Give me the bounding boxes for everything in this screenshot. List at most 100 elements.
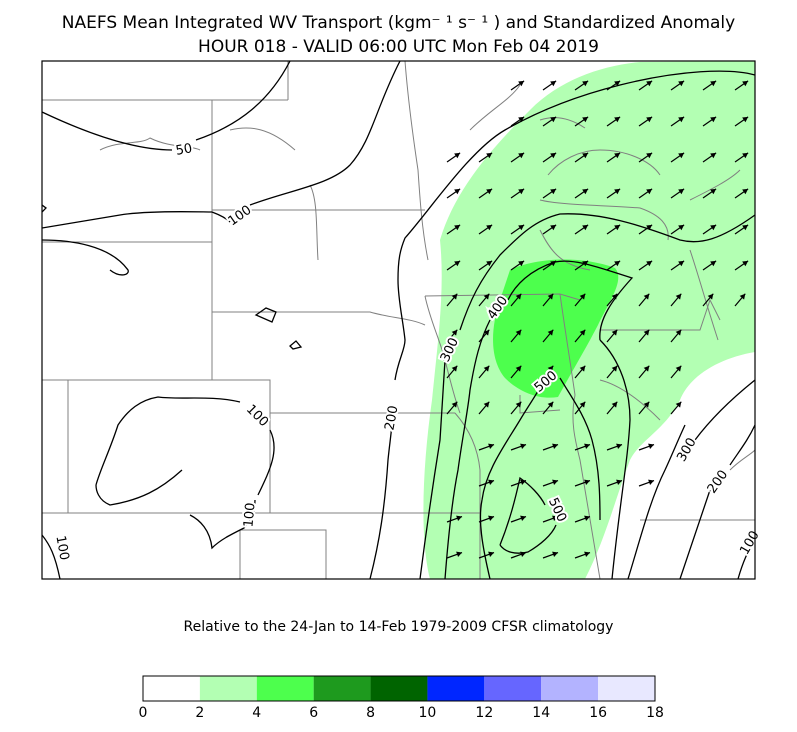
transport-arrow (574, 224, 589, 235)
transport-arrow (606, 80, 621, 91)
contour-label-halo: 50 (175, 141, 194, 159)
transport-arrow (446, 551, 463, 559)
colorbar-segment (484, 676, 542, 701)
colorbar-tick-label: 0 (138, 705, 148, 721)
transport-arrow (446, 401, 458, 415)
transport-arrow (702, 224, 717, 235)
transport-arrow (670, 188, 685, 199)
transport-arrow (510, 152, 525, 163)
colorbar-tick-label: 8 (366, 705, 376, 721)
transport-arrow (542, 443, 559, 451)
transport-arrow (702, 116, 717, 127)
transport-arrow (446, 329, 458, 343)
climatology-note: Relative to the 24-Jan to 14-Feb 1979-20… (183, 619, 614, 635)
transport-arrow (542, 188, 557, 199)
transport-arrow (638, 443, 655, 451)
transport-arrow (510, 116, 525, 127)
transport-arrow (478, 293, 490, 307)
transport-arrow (638, 188, 653, 199)
contour-100-south (95, 396, 275, 506)
transport-arrow (574, 329, 586, 343)
transport-arrow (510, 551, 527, 559)
transport-arrow (638, 224, 653, 235)
transport-arrow (670, 116, 685, 127)
transport-arrow (638, 365, 650, 379)
transport-arrow (446, 515, 463, 523)
contour-label: 100 (243, 402, 271, 430)
ivt-contours (42, 61, 755, 579)
transport-arrow (638, 329, 650, 343)
contour-200-right (679, 424, 755, 579)
colorbar-segment (143, 676, 200, 701)
transport-arrow (638, 80, 653, 91)
colorbar-tick-label: 4 (252, 705, 262, 721)
transport-arrow (510, 188, 525, 199)
transport-arrow (670, 293, 682, 307)
transport-arrow (542, 116, 557, 127)
transport-arrow (542, 329, 554, 343)
transport-arrow (542, 365, 554, 379)
colorbar-segment (427, 676, 485, 701)
contour-label: 100 (226, 203, 255, 230)
contour-400-right (599, 339, 631, 579)
transport-arrow (542, 401, 554, 415)
transport-arrow (542, 293, 554, 307)
transport-arrow (478, 329, 490, 343)
contour-100-north (42, 61, 401, 229)
transport-arrow (542, 551, 559, 559)
colorbar-segment (313, 676, 371, 701)
transport-arrow (510, 329, 522, 343)
transport-arrow (510, 80, 525, 91)
transport-arrow (606, 479, 623, 487)
transport-arrow (574, 116, 589, 127)
transport-arrow (542, 515, 559, 523)
transport-arrow (702, 152, 717, 163)
transport-arrow (574, 188, 589, 199)
transport-arrow (606, 188, 621, 199)
colorbar-segment (598, 676, 655, 701)
transport-arrow (542, 80, 557, 91)
contour-edge (42, 204, 47, 213)
transport-arrow (574, 80, 589, 91)
contour-500-upper (479, 384, 541, 579)
transport-arrow (670, 329, 682, 343)
transport-arrow (446, 224, 461, 235)
contour-100-west (42, 239, 129, 276)
transport-arrow (638, 293, 650, 307)
contour-300 (419, 213, 755, 579)
colorbar-segment (541, 676, 599, 701)
transport-arrow (510, 293, 522, 307)
contour-label: 200 (382, 404, 401, 431)
transport-arrow (510, 224, 525, 235)
transport-arrow (670, 401, 682, 415)
transport-arrow (574, 365, 586, 379)
colorbar-tick-label: 6 (309, 705, 319, 721)
transport-arrow (606, 293, 618, 307)
contour-label-halo: 100 (52, 534, 71, 561)
colorbar-tick-label: 12 (475, 705, 494, 721)
transport-arrow (734, 188, 749, 199)
contour-small-loop-2 (289, 340, 303, 350)
chart-title-line2: HOUR 018 - VALID 06:00 UTC Mon Feb 04 20… (198, 37, 599, 57)
transport-arrow (574, 293, 586, 307)
map-frame (41, 60, 756, 580)
transport-arrow (510, 479, 527, 487)
contour-label-halo: 100 (241, 502, 258, 528)
transport-arrow (574, 401, 586, 415)
transport-arrow (478, 515, 495, 523)
contour-500-inner (499, 476, 557, 554)
transport-arrow (702, 260, 717, 271)
transport-arrow (638, 260, 653, 271)
transport-arrow (478, 479, 495, 487)
transport-arrow (478, 551, 495, 559)
colorbar-segment (199, 676, 257, 701)
contour-300-right (627, 379, 755, 579)
contour-200 (369, 70, 755, 579)
colorbar-frame (142, 675, 656, 702)
transport-arrow (606, 224, 621, 235)
transport-arrow (670, 365, 682, 379)
chart-title-line1: NAEFS Mean Integrated WV Transport (kgm⁻… (61, 13, 736, 33)
transport-arrow (510, 365, 522, 379)
transport-arrow (606, 152, 621, 163)
